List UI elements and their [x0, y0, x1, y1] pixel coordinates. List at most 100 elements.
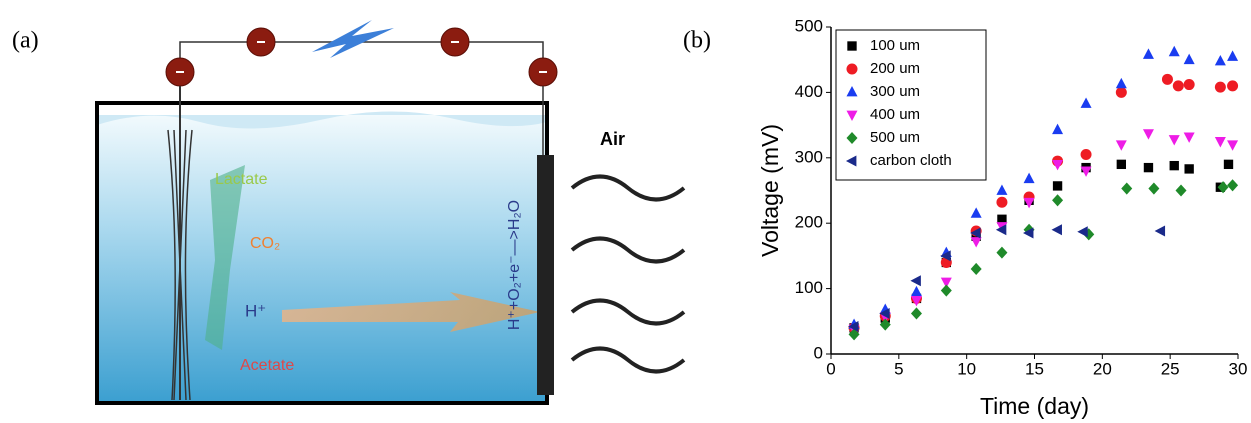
marker	[1227, 140, 1239, 151]
marker	[910, 295, 922, 307]
x-axis-label: Time (day)	[980, 393, 1089, 419]
marker	[910, 285, 922, 297]
y-tick-label: 0	[814, 343, 823, 362]
marker	[1121, 182, 1133, 195]
legend-box	[835, 29, 987, 181]
marker	[1052, 181, 1063, 191]
marker	[1052, 194, 1064, 207]
marker	[1154, 225, 1166, 237]
marker	[940, 277, 952, 289]
marker	[1227, 179, 1239, 192]
marker	[1148, 182, 1160, 195]
marker	[1080, 97, 1092, 108]
legend-marker	[846, 63, 858, 75]
x-tick-label: 25	[1161, 359, 1180, 378]
marker	[1116, 159, 1127, 170]
marker	[1184, 164, 1194, 174]
marker	[1214, 54, 1226, 66]
diagram-label: Air	[600, 129, 625, 149]
marker	[940, 250, 951, 262]
marker	[1214, 137, 1226, 148]
marker	[1217, 181, 1229, 194]
marker	[848, 321, 859, 333]
marker	[910, 275, 921, 287]
marker	[1023, 227, 1034, 239]
marker	[1115, 77, 1127, 89]
marker	[1051, 224, 1062, 236]
diagram-label: CO₂	[250, 235, 280, 252]
marker	[996, 184, 1008, 195]
marker	[1227, 80, 1239, 92]
legend-marker	[847, 41, 857, 51]
marker	[1023, 197, 1035, 209]
marker	[848, 328, 860, 341]
marker	[1142, 48, 1154, 59]
marker	[940, 284, 952, 297]
x-tick-label: 0	[826, 359, 835, 378]
legend-label: carbon cloth	[870, 152, 952, 169]
marker	[879, 307, 890, 319]
diagram-label: Lactate	[215, 171, 268, 188]
air-waves	[570, 174, 686, 374]
marker	[996, 246, 1008, 259]
y-axis-label: Voltage (mV)	[757, 124, 783, 257]
marker	[1183, 53, 1195, 65]
x-tick-label: 10	[957, 359, 976, 378]
y-tick-label: 400	[795, 82, 823, 101]
marker	[970, 227, 981, 239]
marker	[1080, 166, 1092, 177]
legend-marker	[846, 110, 858, 122]
marker	[1023, 172, 1035, 184]
legend-marker	[846, 85, 858, 97]
diagram-label: H⁺	[245, 301, 266, 320]
marker	[1052, 123, 1064, 135]
y-tick-label: 100	[795, 278, 823, 297]
legend-label: 500 um	[870, 129, 920, 146]
diagram-label: Acetate	[240, 357, 294, 374]
marker	[910, 307, 922, 320]
marker	[1142, 129, 1154, 140]
legend-label: 400 um	[870, 106, 920, 123]
marker	[1168, 45, 1180, 57]
panel-label: (a)	[12, 28, 39, 54]
marker	[1223, 159, 1234, 170]
y-tick-label: 200	[795, 213, 823, 232]
marker	[1175, 184, 1187, 197]
marker	[1169, 160, 1179, 171]
marker	[1214, 81, 1226, 93]
marker	[1077, 226, 1088, 238]
panel-label: (b)	[683, 28, 711, 54]
legend-label: 200 um	[870, 60, 920, 77]
marker	[879, 318, 891, 331]
legend-label: 100 um	[870, 37, 920, 54]
marker	[996, 196, 1008, 208]
marker	[1172, 80, 1184, 92]
y-tick-label: 300	[795, 147, 823, 166]
marker	[970, 237, 982, 248]
y-tick-label: 500	[795, 16, 823, 35]
marker	[1080, 149, 1092, 161]
marker	[1143, 162, 1154, 173]
legend-label: 300 um	[870, 83, 920, 100]
reaction-label: H⁺+O₂+e⁻—>H₂O	[506, 200, 523, 330]
x-tick-label: 30	[1229, 359, 1248, 378]
marker	[1168, 135, 1180, 146]
marker	[995, 224, 1007, 236]
legend-marker	[845, 155, 857, 167]
legend-marker	[846, 131, 858, 145]
x-tick-label: 15	[1025, 359, 1044, 378]
marker	[1183, 132, 1195, 143]
tank	[95, 86, 554, 405]
marker	[1183, 79, 1195, 91]
x-tick-label: 20	[1093, 359, 1112, 378]
marker	[997, 214, 1007, 224]
marker	[1052, 159, 1064, 171]
marker	[970, 207, 982, 218]
marker	[1227, 50, 1239, 61]
marker	[970, 262, 982, 276]
marker	[1161, 73, 1173, 85]
x-tick-label: 5	[894, 359, 903, 378]
marker	[1115, 140, 1127, 151]
marker	[1115, 86, 1127, 98]
